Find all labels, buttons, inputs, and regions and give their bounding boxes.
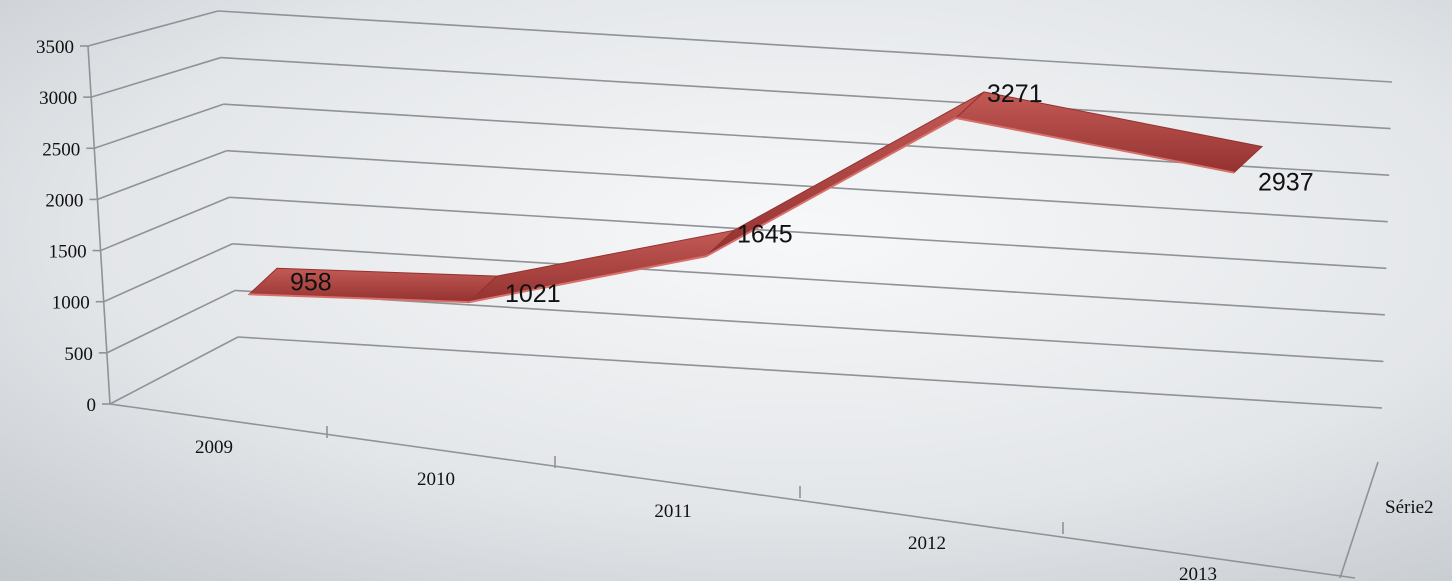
data-label: 1645 bbox=[737, 220, 793, 248]
y-tick-label: 2000 bbox=[45, 190, 83, 211]
gridline bbox=[229, 196, 1387, 270]
series-ribbon bbox=[247, 91, 1264, 304]
data-label: 1021 bbox=[505, 280, 561, 308]
side-wall-gridline bbox=[87, 10, 219, 47]
y-tick-label: 1000 bbox=[52, 293, 90, 314]
side-wall-gridline bbox=[90, 56, 222, 98]
side-wall-gridline bbox=[106, 289, 236, 354]
x-tick-label: 2011 bbox=[654, 501, 691, 522]
y-tick-label: 3500 bbox=[36, 37, 74, 58]
side-wall-gridline bbox=[103, 243, 233, 303]
y-tick-label: 0 bbox=[87, 395, 97, 416]
gridline bbox=[237, 336, 1383, 409]
y-tick-label: 2500 bbox=[42, 139, 80, 160]
gridlines bbox=[87, 10, 1393, 409]
ribbon-edge bbox=[248, 293, 470, 304]
x-tick-label: 2010 bbox=[417, 469, 455, 490]
side-wall-gridline bbox=[94, 103, 224, 150]
ribbon-edge bbox=[705, 117, 957, 258]
y-tick-label: 500 bbox=[64, 344, 93, 365]
gridline bbox=[217, 10, 1393, 83]
data-labels: 958 1021 1645 3271 2937 bbox=[290, 80, 1314, 308]
axes bbox=[87, 45, 1379, 579]
series-depth-label: Série2 bbox=[1385, 497, 1434, 518]
gridline bbox=[232, 243, 1385, 316]
ribbon-edge bbox=[955, 116, 1235, 174]
gridline bbox=[235, 289, 1384, 363]
side-wall-gridline bbox=[109, 336, 239, 405]
series-name-label: Série2 bbox=[1385, 497, 1434, 518]
x-tick-label: 2012 bbox=[908, 533, 946, 554]
ribbon-edge bbox=[468, 255, 707, 304]
depth-axis-line bbox=[1339, 461, 1379, 579]
side-wall-gridline bbox=[100, 196, 230, 252]
x-tick-label: 2009 bbox=[195, 437, 233, 458]
x-tick-labels: 2009 2010 2011 2012 2013 bbox=[195, 426, 1217, 581]
y-tick-labels: 0 500 1000 1500 2000 2500 3000 3500 bbox=[36, 37, 110, 416]
gridline bbox=[226, 149, 1388, 223]
y-axis-line bbox=[87, 45, 111, 405]
gridline bbox=[220, 56, 1391, 130]
side-wall-gridline bbox=[97, 149, 227, 201]
data-label: 3271 bbox=[987, 80, 1043, 108]
x-axis-line bbox=[109, 403, 1356, 579]
data-label: 2937 bbox=[1258, 169, 1314, 197]
x-tick-label: 2013 bbox=[1179, 564, 1217, 581]
y-tick-label: 3000 bbox=[39, 88, 77, 109]
y-tick-label: 1500 bbox=[49, 242, 87, 263]
data-label: 958 bbox=[290, 268, 332, 296]
